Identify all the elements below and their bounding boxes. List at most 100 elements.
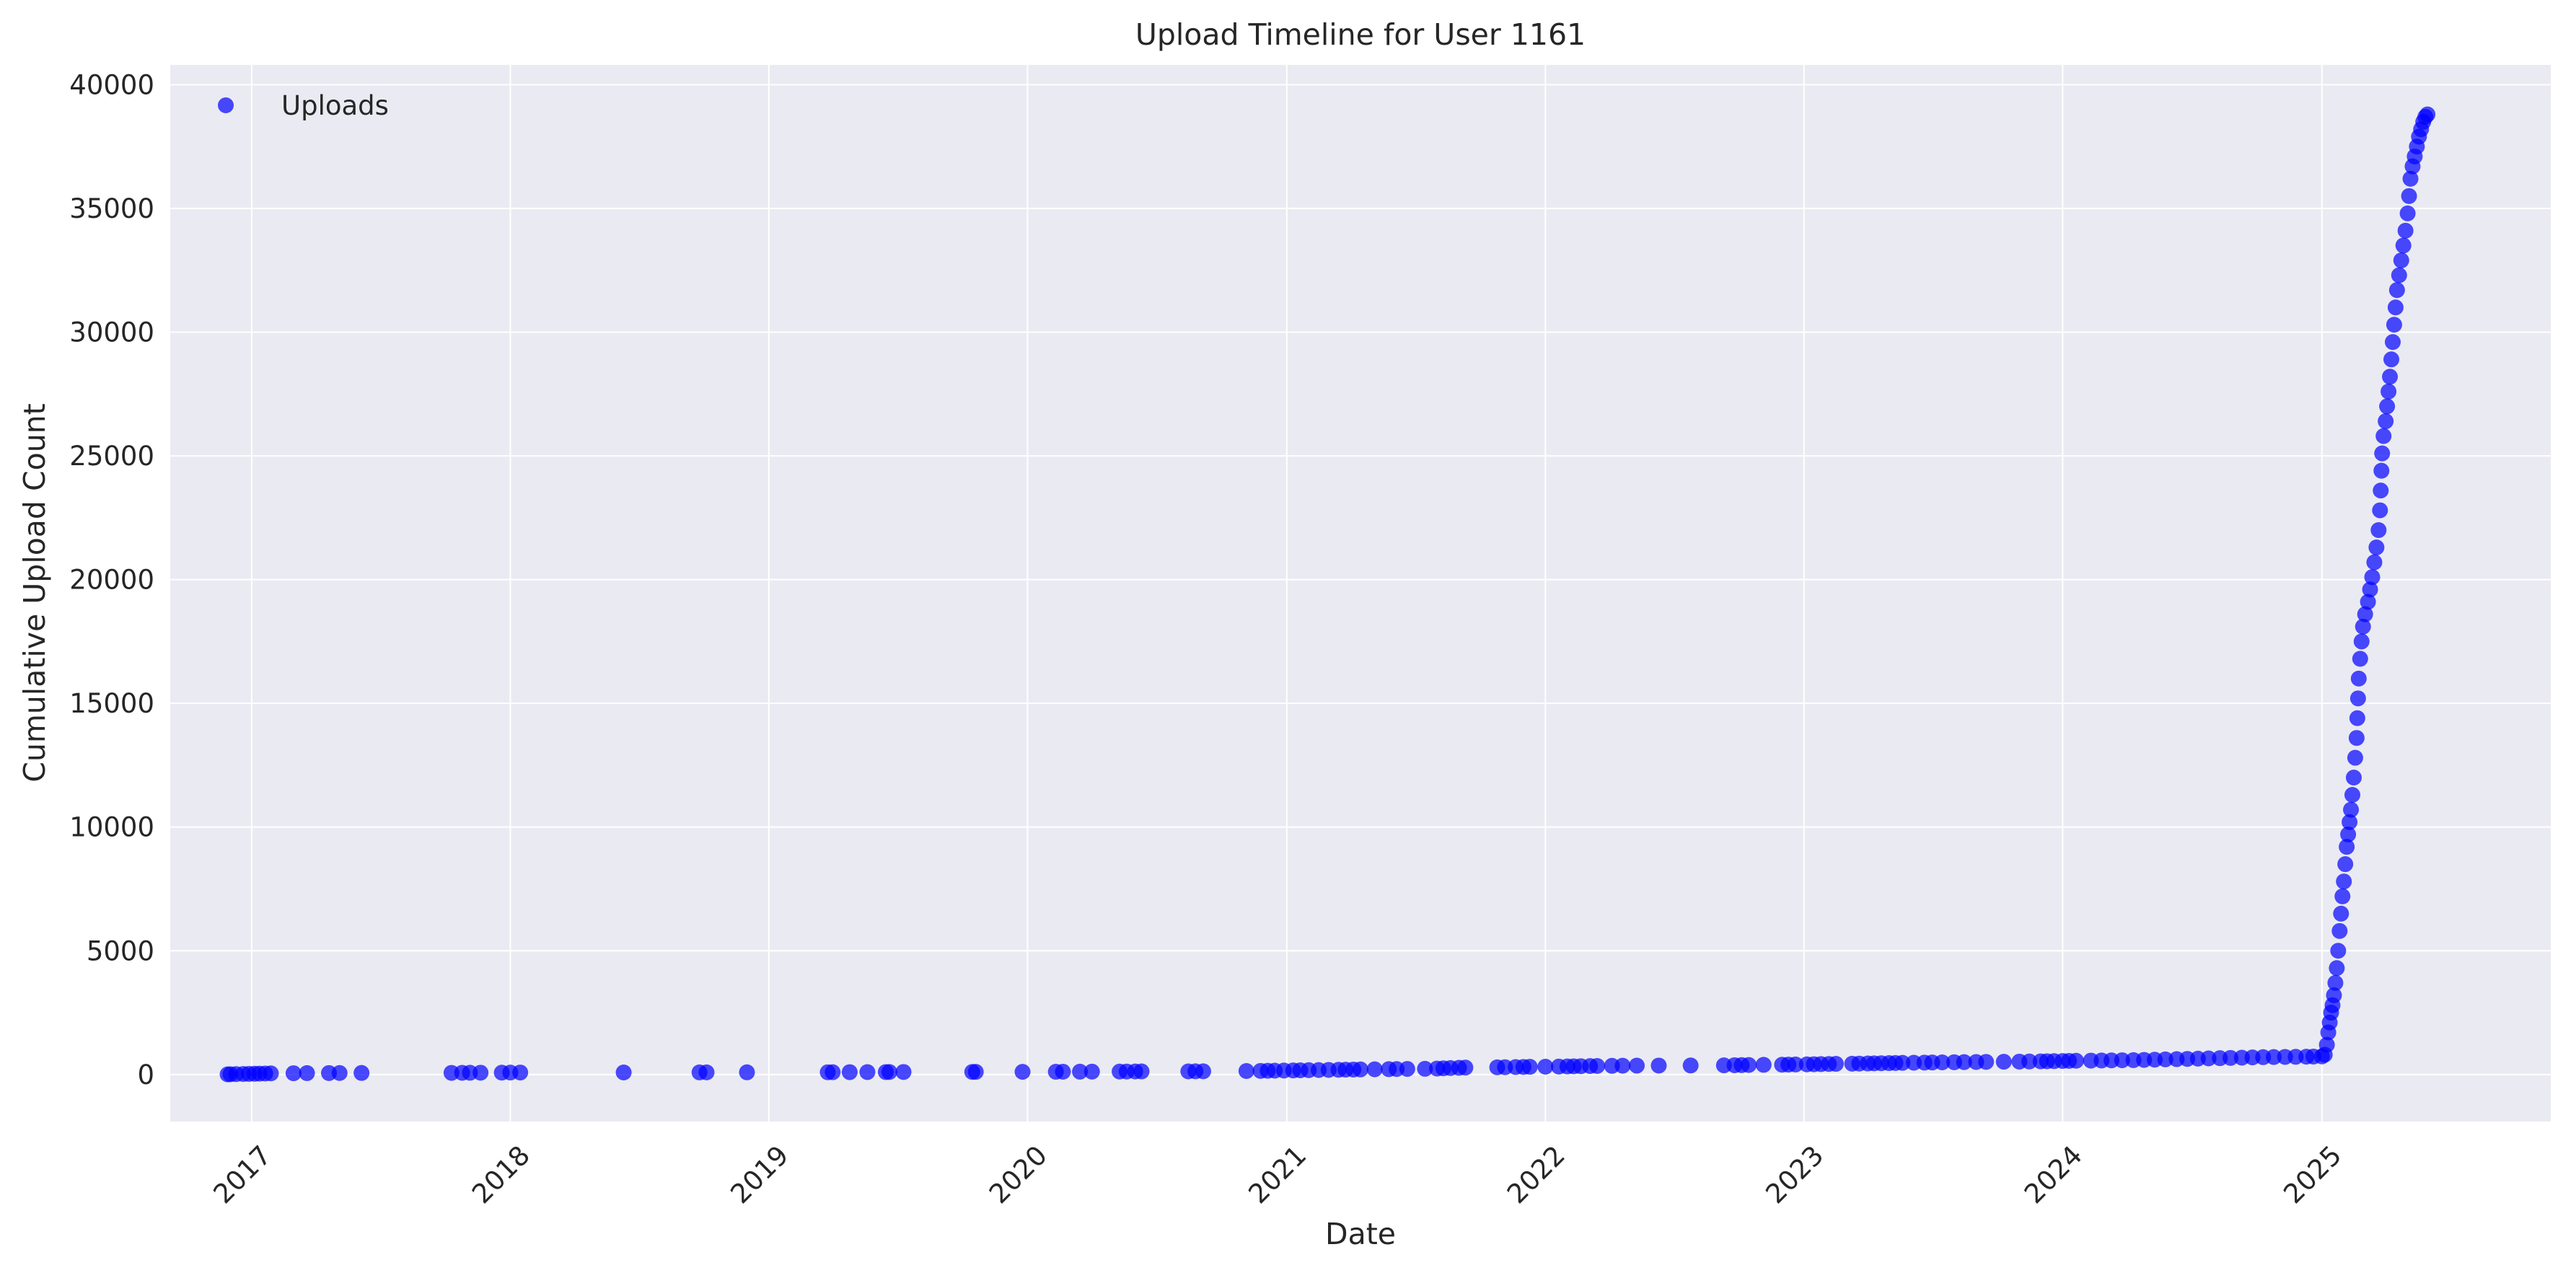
data-point: [2223, 1049, 2239, 1066]
y-tick-label: 15000: [69, 688, 154, 719]
data-point: [2384, 334, 2401, 351]
data-point: [2353, 633, 2370, 650]
data-point: [1828, 1056, 1845, 1072]
x-tick-label: 2022: [1501, 1140, 1571, 1209]
data-point: [1934, 1054, 1951, 1071]
data-point: [1238, 1063, 1254, 1080]
data-point: [1521, 1059, 1538, 1075]
data-point: [512, 1065, 529, 1081]
data-point: [353, 1065, 370, 1081]
data-point: [739, 1064, 755, 1080]
data-point: [1788, 1056, 1804, 1072]
data-point: [331, 1065, 348, 1081]
data-point: [2344, 787, 2360, 803]
data-point: [698, 1064, 715, 1080]
data-point: [2343, 801, 2360, 818]
y-tick-label: 30000: [69, 317, 154, 348]
data-point: [1650, 1057, 1667, 1074]
data-point: [2419, 106, 2436, 123]
data-point: [2383, 351, 2400, 368]
plot-area: [170, 65, 2551, 1121]
y-tick-label: 35000: [69, 193, 154, 224]
data-point: [2386, 317, 2402, 333]
data-point: [2374, 445, 2391, 462]
data-point: [2368, 539, 2385, 556]
legend-marker: [218, 97, 234, 113]
data-point: [2345, 770, 2362, 786]
data-point: [2399, 205, 2416, 221]
x-tick-label: 2023: [1759, 1140, 1829, 1209]
data-point: [1956, 1054, 1972, 1070]
x-axis-tick-labels: 2017 2018 2019 2020 2021 2022 2023 2024 2025: [208, 1140, 2348, 1209]
data-point: [1537, 1059, 1554, 1075]
data-point: [2339, 839, 2355, 855]
data-point: [472, 1065, 489, 1081]
data-point: [2157, 1051, 2173, 1067]
data-point: [1353, 1061, 1368, 1078]
y-axis-tick-labels: 0 5000 10000 15000 20000 25000 30000 35000 40000: [69, 69, 154, 1090]
data-point: [2379, 398, 2396, 415]
x-tick-label: 2018: [466, 1140, 536, 1209]
data-point: [2349, 690, 2366, 707]
data-point: [1682, 1057, 1699, 1074]
data-point: [2337, 856, 2354, 873]
chart-title: Upload Timeline for User 1161: [1135, 17, 1586, 52]
grid-lines: [170, 65, 2551, 1121]
data-point: [2334, 888, 2351, 904]
data-point: [859, 1064, 876, 1080]
data-point: [299, 1065, 315, 1081]
data-point: [1417, 1060, 1433, 1077]
x-tick-label: 2024: [2018, 1140, 2088, 1209]
data-point: [2318, 1036, 2335, 1053]
y-axis-label: Cumulative Upload Count: [17, 403, 52, 783]
data-point: [2331, 922, 2348, 939]
data-point: [2326, 987, 2342, 1004]
data-point: [2342, 814, 2358, 830]
data-point: [2370, 522, 2387, 539]
data-point: [2114, 1052, 2130, 1069]
data-point: [1978, 1054, 1995, 1070]
data-point: [2378, 413, 2394, 430]
data-point: [1629, 1057, 1645, 1074]
x-tick-label: 2020: [983, 1140, 1053, 1209]
data-point: [2401, 188, 2417, 204]
data-points: [219, 106, 2436, 1083]
x-tick-label: 2019: [725, 1140, 795, 1209]
data-point: [2347, 749, 2363, 766]
y-tick-label: 10000: [69, 812, 154, 843]
data-point: [2349, 710, 2365, 726]
data-point: [2330, 943, 2347, 959]
data-point: [2362, 581, 2378, 598]
data-point: [2364, 569, 2381, 586]
data-point: [2387, 299, 2404, 316]
data-point: [2327, 974, 2344, 991]
data-point: [841, 1064, 858, 1080]
data-point: [895, 1064, 912, 1080]
data-point: [2336, 873, 2352, 890]
data-point: [1894, 1054, 1911, 1071]
x-tick-label: 2025: [2277, 1140, 2347, 1209]
data-point: [2329, 960, 2345, 977]
data-point: [2397, 222, 2414, 239]
y-tick-label: 0: [137, 1059, 154, 1090]
data-point: [2395, 237, 2412, 254]
data-point: [1055, 1063, 1071, 1080]
x-tick-label: 2017: [208, 1140, 278, 1209]
data-point: [1457, 1059, 1474, 1076]
data-point: [2373, 482, 2389, 499]
data-point: [2388, 282, 2405, 299]
data-point: [1755, 1057, 1772, 1073]
data-point: [2333, 905, 2349, 922]
data-point: [1072, 1063, 1089, 1080]
data-point: [2352, 651, 2368, 667]
data-point: [2350, 670, 2367, 687]
data-point: [1614, 1057, 1631, 1074]
data-point: [2360, 594, 2376, 610]
y-tick-label: 40000: [69, 69, 154, 100]
y-tick-label: 5000: [87, 935, 154, 966]
data-point: [263, 1065, 279, 1082]
legend-label: Uploads: [281, 90, 389, 121]
data-point: [967, 1064, 984, 1080]
y-tick-label: 25000: [69, 441, 154, 472]
